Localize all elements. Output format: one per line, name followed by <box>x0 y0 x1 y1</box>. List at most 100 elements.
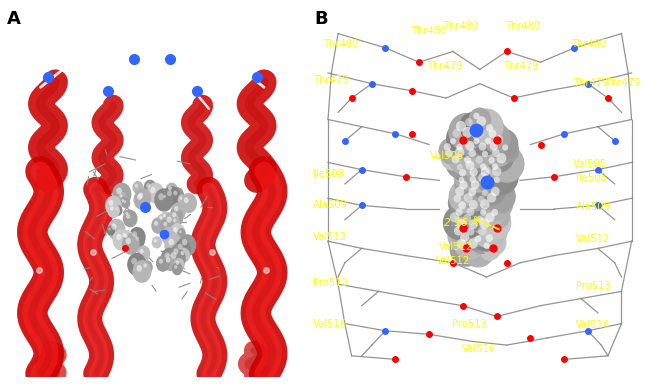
Circle shape <box>449 231 483 267</box>
Text: Ile508: Ile508 <box>576 172 607 182</box>
Circle shape <box>170 223 185 242</box>
Circle shape <box>462 193 494 227</box>
Circle shape <box>109 200 113 206</box>
Circle shape <box>171 203 186 220</box>
Circle shape <box>440 144 465 171</box>
Text: Ile508: Ile508 <box>313 169 344 179</box>
Circle shape <box>143 263 147 268</box>
Circle shape <box>476 156 483 164</box>
Circle shape <box>471 165 506 202</box>
Circle shape <box>470 150 496 178</box>
Circle shape <box>477 146 499 169</box>
Circle shape <box>453 195 461 203</box>
Circle shape <box>124 233 128 238</box>
Circle shape <box>479 218 489 229</box>
Circle shape <box>458 153 491 187</box>
Circle shape <box>174 258 185 271</box>
Circle shape <box>125 212 128 215</box>
Circle shape <box>151 187 156 193</box>
Text: Thr480: Thr480 <box>323 39 358 49</box>
Circle shape <box>498 139 519 162</box>
Circle shape <box>483 135 514 167</box>
Circle shape <box>136 236 139 241</box>
Circle shape <box>160 218 174 234</box>
Circle shape <box>487 158 510 182</box>
Circle shape <box>468 121 502 156</box>
Circle shape <box>475 158 498 182</box>
Text: Thr480: Thr480 <box>505 22 540 32</box>
Circle shape <box>468 149 476 157</box>
Circle shape <box>159 259 163 264</box>
Circle shape <box>468 188 476 196</box>
Circle shape <box>164 234 183 256</box>
Text: Val516: Val516 <box>313 319 347 328</box>
Text: A: A <box>7 10 20 28</box>
Circle shape <box>456 121 466 132</box>
Circle shape <box>477 216 483 223</box>
Circle shape <box>478 227 486 236</box>
Circle shape <box>450 213 459 222</box>
Circle shape <box>459 169 466 177</box>
Circle shape <box>458 134 491 169</box>
Text: Thr479: Thr479 <box>504 61 539 71</box>
Circle shape <box>480 199 489 209</box>
Circle shape <box>489 157 495 164</box>
Text: Val512: Val512 <box>313 232 347 242</box>
Text: Val505: Val505 <box>572 159 607 169</box>
Circle shape <box>132 260 151 283</box>
Circle shape <box>470 109 504 145</box>
Circle shape <box>460 232 470 242</box>
Circle shape <box>462 212 495 247</box>
Circle shape <box>464 193 473 203</box>
Circle shape <box>166 182 178 198</box>
Circle shape <box>443 143 451 151</box>
Circle shape <box>489 129 496 138</box>
Circle shape <box>163 254 177 271</box>
Circle shape <box>465 141 474 151</box>
Circle shape <box>473 112 479 119</box>
Circle shape <box>455 119 491 157</box>
Circle shape <box>166 258 170 263</box>
Circle shape <box>480 209 486 216</box>
Circle shape <box>455 187 464 196</box>
Circle shape <box>494 177 500 183</box>
Text: Val512: Val512 <box>440 242 474 252</box>
Circle shape <box>456 144 462 151</box>
Circle shape <box>448 189 475 217</box>
Circle shape <box>136 265 142 272</box>
Circle shape <box>479 205 512 240</box>
Circle shape <box>457 239 466 249</box>
Text: Thr480: Thr480 <box>411 26 446 36</box>
Circle shape <box>462 143 491 172</box>
Circle shape <box>164 230 168 236</box>
Circle shape <box>156 255 170 272</box>
Circle shape <box>164 252 170 259</box>
Circle shape <box>454 172 475 194</box>
Circle shape <box>137 194 142 200</box>
Circle shape <box>480 185 514 221</box>
Circle shape <box>168 186 172 190</box>
Circle shape <box>473 136 500 166</box>
Circle shape <box>485 137 491 144</box>
Circle shape <box>453 225 486 260</box>
Circle shape <box>140 249 143 254</box>
Text: Thr479: Thr479 <box>574 78 609 88</box>
Circle shape <box>484 180 515 213</box>
Circle shape <box>479 142 486 151</box>
Circle shape <box>454 163 479 190</box>
Circle shape <box>107 225 115 236</box>
Circle shape <box>115 207 118 211</box>
Circle shape <box>490 142 498 151</box>
Circle shape <box>453 195 480 224</box>
Circle shape <box>467 227 474 236</box>
Circle shape <box>454 226 462 236</box>
Circle shape <box>489 129 518 161</box>
Circle shape <box>154 239 157 243</box>
Circle shape <box>152 236 162 248</box>
Circle shape <box>171 252 176 259</box>
Circle shape <box>107 219 126 240</box>
Circle shape <box>178 194 187 205</box>
Circle shape <box>107 203 120 218</box>
Circle shape <box>120 194 122 198</box>
Circle shape <box>468 107 491 132</box>
